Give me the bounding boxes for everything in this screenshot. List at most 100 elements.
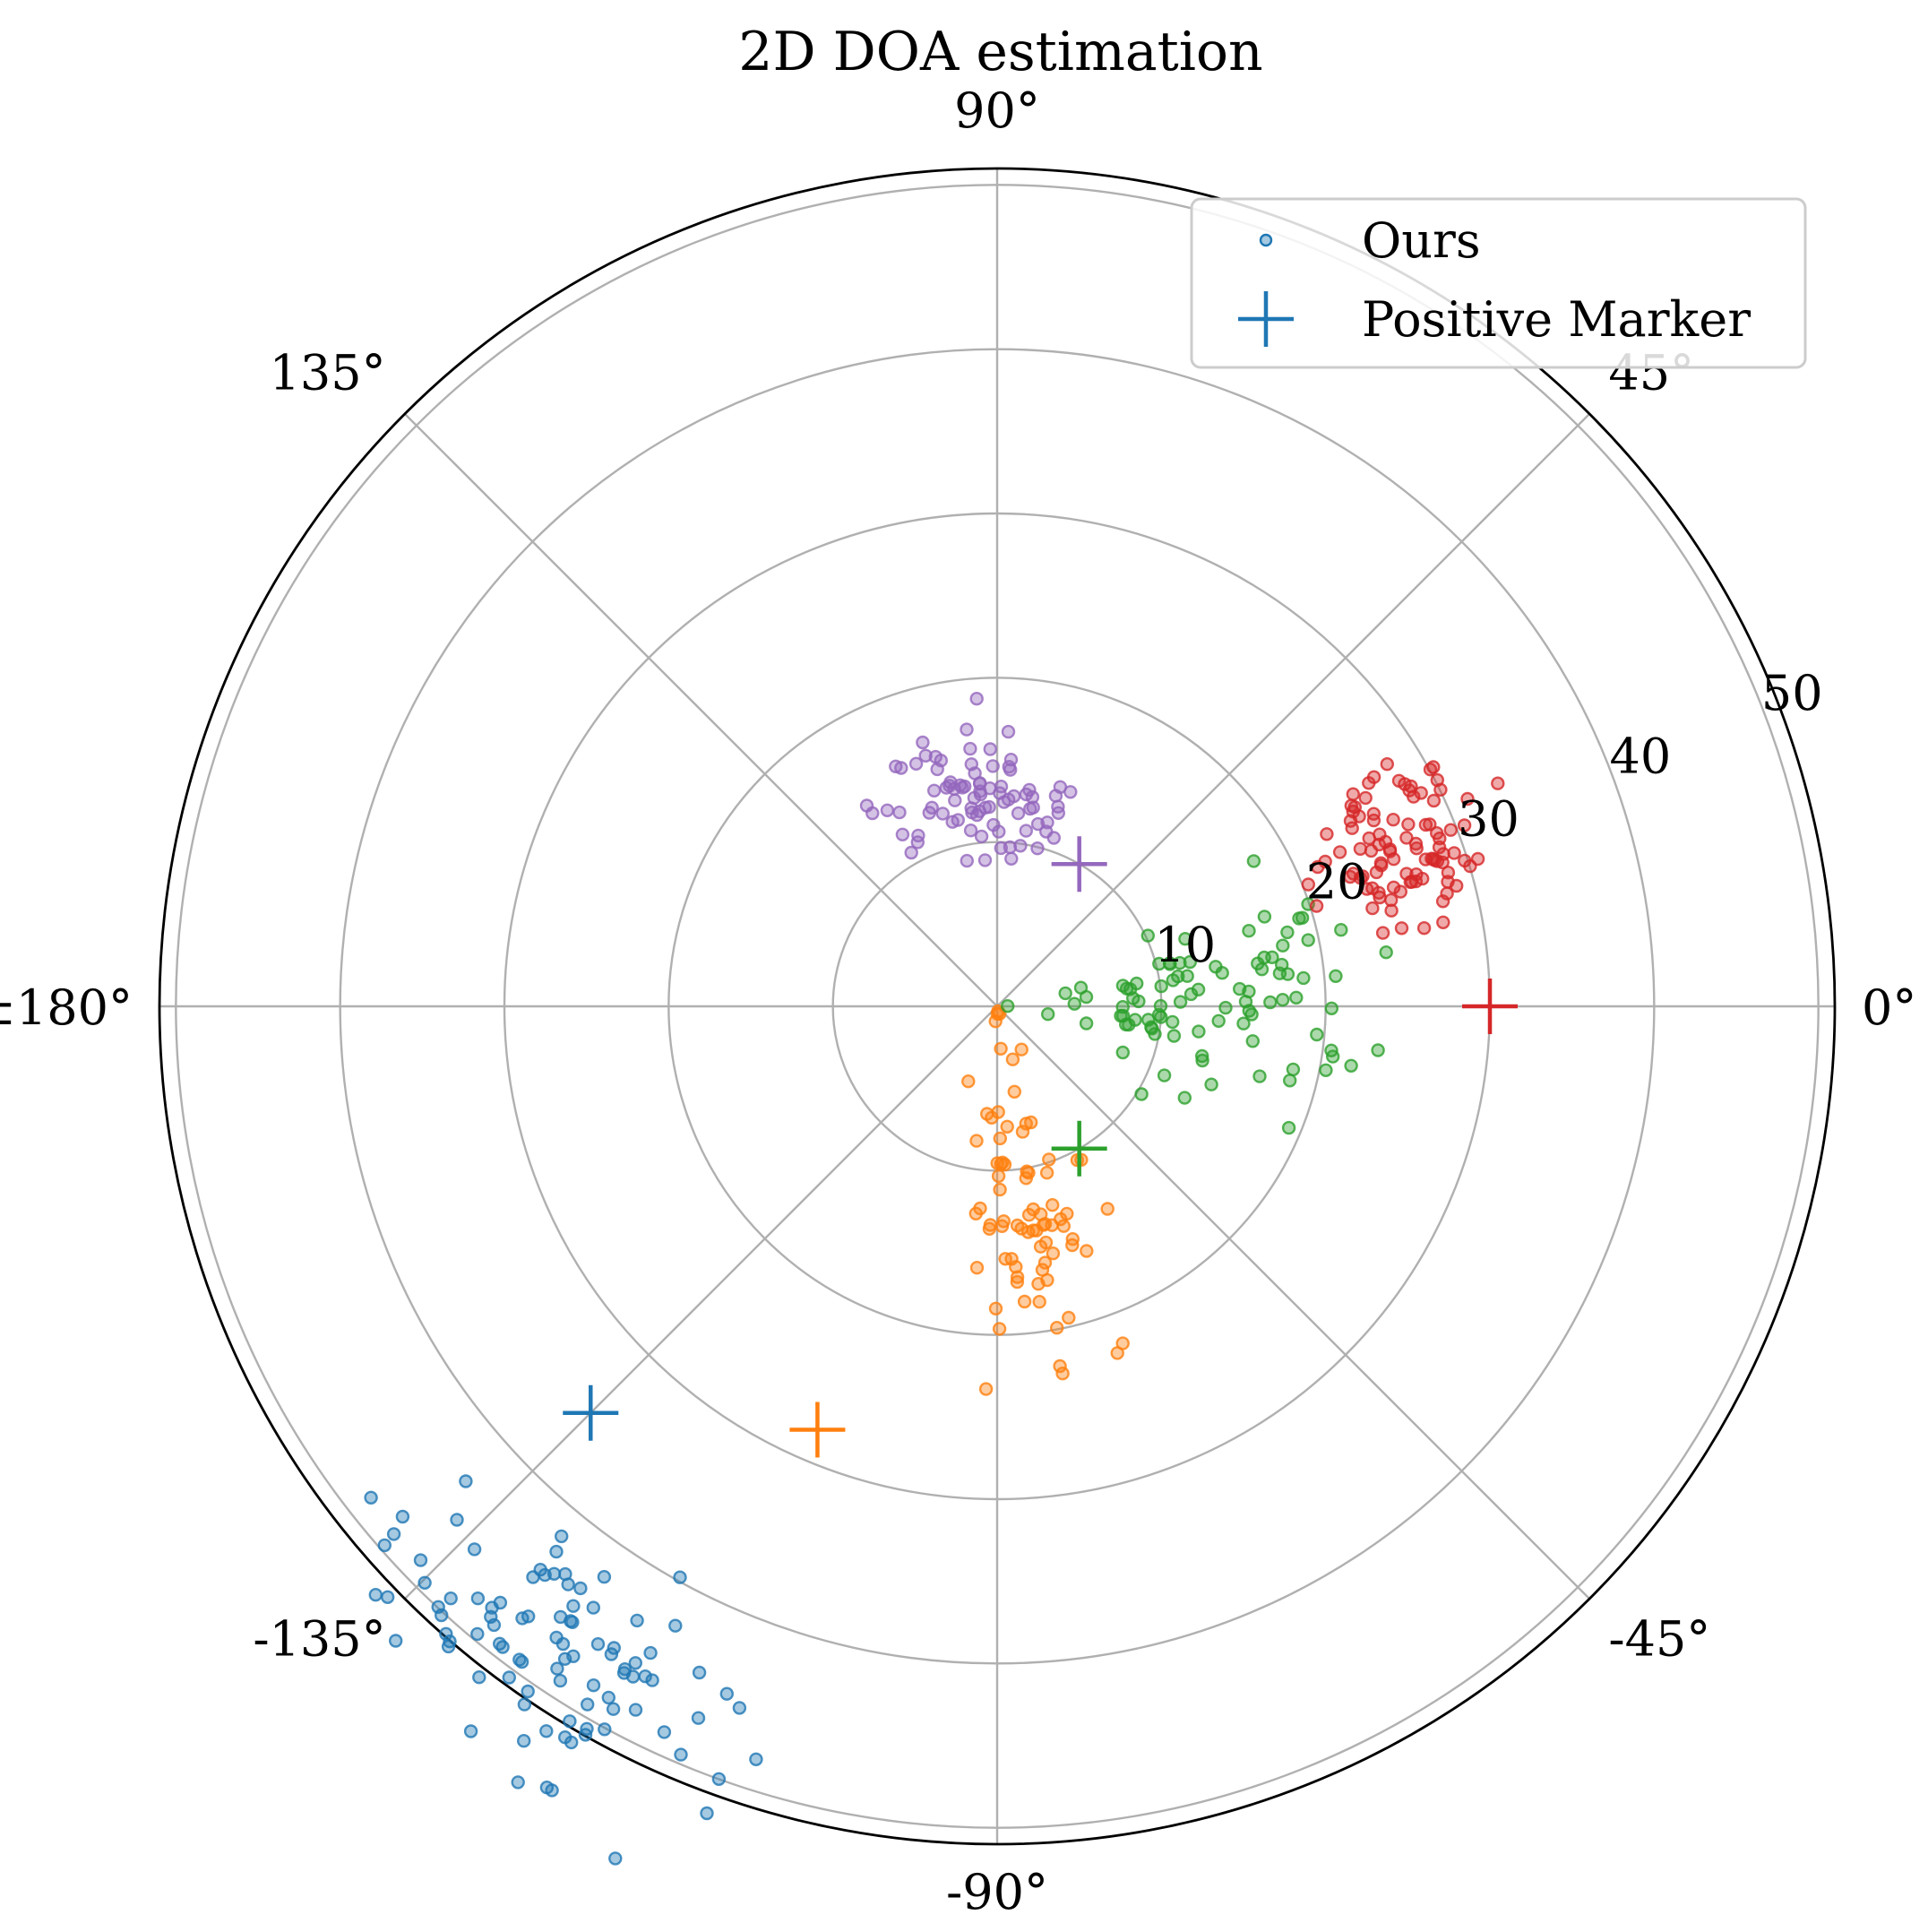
scatter-point — [1408, 836, 1424, 851]
scatter-point — [1246, 854, 1261, 868]
scatter-point — [960, 853, 975, 868]
scatter-point — [1441, 875, 1455, 889]
scatter-points — [364, 692, 1505, 1866]
scatter-point — [526, 1570, 540, 1584]
scatter-point — [994, 1041, 1008, 1057]
scatter-point — [1365, 901, 1380, 916]
scatter-point — [961, 1074, 976, 1089]
scatter-point — [1391, 773, 1407, 788]
scatter-point — [1280, 925, 1295, 940]
scatter-point — [1380, 757, 1395, 772]
scatter-point — [1334, 922, 1348, 937]
scatter-point — [1343, 814, 1358, 828]
scatter-point — [1192, 1024, 1206, 1039]
scatter-point — [617, 1661, 633, 1677]
scatter-point — [1416, 920, 1432, 936]
theta-tick-label: 90° — [954, 82, 1040, 139]
scatter-point — [1079, 1016, 1094, 1031]
scatter-point — [1257, 910, 1272, 924]
legend-label-positive-marker: Positive Marker — [1362, 291, 1751, 348]
scatter-point — [964, 757, 979, 772]
scatter-point — [1013, 839, 1028, 853]
scatter-point — [1281, 1120, 1296, 1135]
scatter-point — [979, 1107, 994, 1121]
scatter-point — [749, 1752, 763, 1767]
scatter-point — [988, 1301, 1003, 1316]
scatter-point — [911, 828, 925, 843]
scatter-point — [590, 1636, 606, 1652]
scatter-point — [700, 1806, 714, 1821]
scatter-point — [1383, 893, 1399, 908]
scatter-point — [1242, 923, 1256, 938]
scatter-point — [549, 1544, 564, 1559]
scatter-point — [1414, 786, 1428, 800]
scatter-point — [1436, 915, 1450, 930]
scatter-point — [1049, 1320, 1064, 1335]
scatter-point — [625, 1669, 641, 1684]
scatter-point — [1310, 1027, 1324, 1042]
scatter-point — [643, 1645, 658, 1660]
scatter-point — [1409, 841, 1424, 856]
scatter-point — [450, 1513, 464, 1527]
positive-marker — [1051, 836, 1107, 893]
scatter-point — [467, 1542, 482, 1557]
scatter-point — [512, 1652, 527, 1667]
scatter-point — [986, 759, 1000, 773]
scatter-point — [1019, 1171, 1034, 1186]
scatter-point — [1115, 999, 1130, 1014]
scatter-point — [1010, 1218, 1025, 1233]
scatter-point — [1379, 944, 1393, 960]
scatter-point — [1134, 1087, 1149, 1101]
scatter-point — [1366, 806, 1381, 821]
scatter-point — [566, 1649, 581, 1664]
scatter-point — [566, 1599, 581, 1613]
scatter-point — [545, 1783, 559, 1798]
scatter-point — [1346, 787, 1361, 801]
scatter-point — [1125, 991, 1140, 1005]
scatter-point — [1000, 1119, 1014, 1134]
scatter-point — [1056, 1219, 1072, 1233]
scatter-point — [892, 805, 907, 820]
scatter-point — [657, 1725, 672, 1739]
scatter-point — [1129, 976, 1144, 991]
scatter-point — [580, 1721, 594, 1737]
scatter-point — [1194, 1048, 1209, 1064]
scatter-point — [377, 1538, 392, 1553]
scatter-point — [1301, 877, 1316, 892]
scatter-point — [521, 1684, 535, 1699]
scatter-point — [439, 1626, 453, 1642]
scatter-point — [431, 1600, 445, 1615]
scatter-point — [1140, 1013, 1156, 1027]
scatter-point — [1020, 1225, 1036, 1239]
scatter-point — [1274, 957, 1289, 972]
scatter-point — [601, 1690, 615, 1705]
scatter-point — [1373, 890, 1387, 905]
scatter-point — [1177, 1091, 1192, 1105]
scatter-point — [1325, 1049, 1340, 1064]
scatter-point — [1443, 823, 1459, 837]
scatter-point — [1436, 847, 1450, 861]
scatter-point — [925, 800, 939, 815]
scatter-point — [990, 1156, 1004, 1170]
r-tick-label-20: 20 — [1306, 854, 1368, 910]
scatter-point — [732, 1701, 747, 1715]
scatter-point — [1289, 990, 1304, 1005]
scatter-point — [969, 692, 984, 706]
scatter-point — [1211, 1013, 1226, 1029]
legend-plus-icon — [1238, 291, 1294, 347]
radial-tick-labels: 10 20 30 40 50 — [1154, 665, 1822, 973]
legend-label-ours: Ours — [1362, 212, 1481, 269]
scatter-point — [1393, 884, 1408, 899]
scatter-point — [1423, 817, 1437, 832]
scatter-point — [1080, 1244, 1094, 1258]
scatter-point — [993, 1006, 1007, 1022]
scatter-point — [935, 806, 951, 821]
scatter-point — [1296, 970, 1311, 986]
scatter-point — [1470, 851, 1485, 867]
scatter-point — [1364, 843, 1379, 858]
scatter-point — [916, 735, 930, 750]
scatter-point — [1374, 858, 1389, 873]
scatter-point — [1038, 824, 1054, 839]
scatter-point — [1320, 827, 1334, 841]
scatter-point — [1004, 851, 1019, 866]
